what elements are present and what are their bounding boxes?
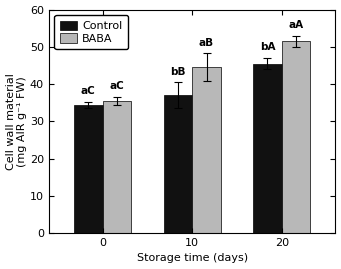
- Bar: [192, 67, 221, 233]
- Text: aA: aA: [288, 20, 303, 30]
- Legend: Control, BABA: Control, BABA: [55, 15, 128, 49]
- Bar: [253, 63, 282, 233]
- X-axis label: Storage time (days): Storage time (days): [137, 253, 248, 263]
- Bar: [103, 101, 131, 233]
- Text: aC: aC: [81, 86, 96, 96]
- Text: aB: aB: [199, 38, 214, 48]
- Bar: [74, 105, 103, 233]
- Y-axis label: Cell wall material
(mg AIR g⁻¹ FW): Cell wall material (mg AIR g⁻¹ FW): [5, 73, 27, 170]
- Text: bA: bA: [260, 43, 275, 52]
- Bar: [164, 95, 192, 233]
- Bar: [282, 41, 310, 233]
- Text: aC: aC: [109, 82, 124, 91]
- Text: bB: bB: [170, 67, 186, 77]
